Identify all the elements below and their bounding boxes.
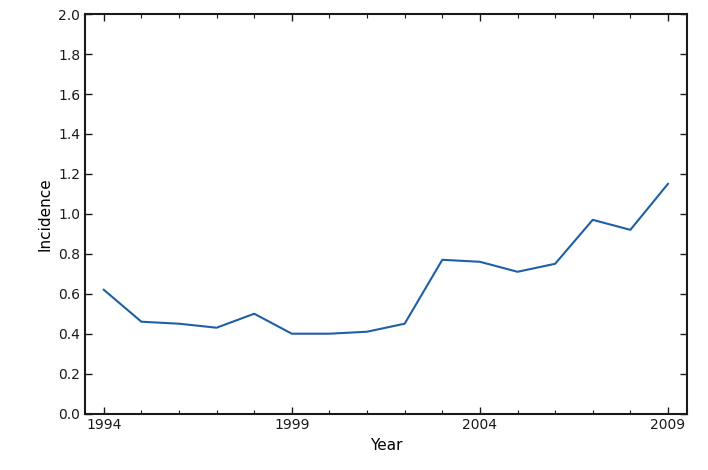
Y-axis label: Incidence: Incidence (38, 177, 52, 251)
X-axis label: Year: Year (370, 438, 402, 453)
